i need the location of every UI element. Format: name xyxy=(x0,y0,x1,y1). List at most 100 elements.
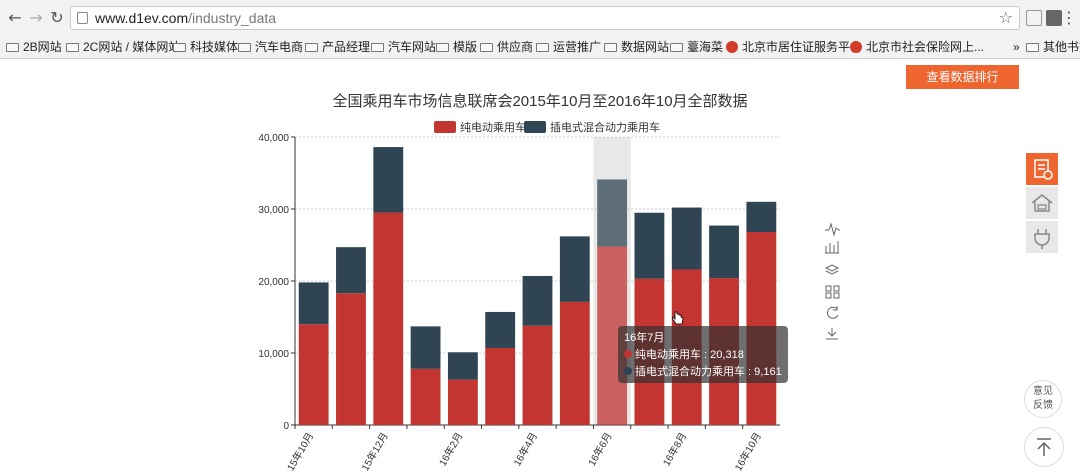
bookmark-label: 运营推广 xyxy=(553,40,602,54)
legend-label-ev[interactable]: 纯电动乘用车 xyxy=(460,120,526,134)
bookmark-item[interactable]: 产品经理 xyxy=(305,39,370,55)
bookmark-label: 北京市社会保险网上... xyxy=(866,40,985,54)
bar-ev xyxy=(373,212,404,425)
tooltip-row-ev: 纯电动乘用车 : 20,318 xyxy=(624,347,782,364)
bookmark-item[interactable]: 科技媒体 xyxy=(173,39,238,55)
x-tick-label: 16年4月 xyxy=(510,430,540,468)
bar-phev xyxy=(522,275,553,326)
folder-icon xyxy=(238,43,251,52)
extension-icon[interactable] xyxy=(1046,10,1062,26)
view-ranking-button[interactable]: 查看数据排行 xyxy=(906,65,1019,89)
bar-ev xyxy=(522,325,553,425)
reload-icon[interactable]: ↻ xyxy=(50,8,64,27)
browser-toolbar: ← → ↻ www.d1ev.com/industry_data ☆ ⋮ xyxy=(0,0,1080,37)
bookmark-item[interactable]: 薹海菜 xyxy=(670,39,723,55)
folder-icon xyxy=(66,43,79,52)
bookmark-item[interactable]: 供应商 xyxy=(480,39,533,55)
legend-label-phev[interactable]: 插电式混合动力乘用车 xyxy=(550,120,660,134)
forward-icon[interactable]: → xyxy=(29,8,43,27)
bar-phev xyxy=(373,147,404,213)
bookmark-label: 北京市居住证服务平台 xyxy=(742,40,863,54)
chart-tooltip: 16年7月 纯电动乘用车 : 20,318 插电式混合动力乘用车 : 9,161 xyxy=(618,326,788,383)
folder-icon xyxy=(305,43,318,52)
home-car-button[interactable] xyxy=(1026,187,1058,219)
back-icon[interactable]: ← xyxy=(8,8,22,27)
tooltip-text: 插电式混合动力乘用车 : 9,161 xyxy=(635,366,782,378)
line-chart-icon[interactable] xyxy=(825,222,841,237)
charger-button[interactable] xyxy=(1026,221,1058,253)
bookmark-item[interactable]: 北京市居住证服务平台 xyxy=(726,39,862,55)
legend-swatch-ev[interactable] xyxy=(434,121,456,133)
chart-title: 全国乘用车市场信息联席会2015年10月至2016年10月全部数据 xyxy=(332,93,748,110)
bar-chart-icon[interactable] xyxy=(825,241,839,254)
bar-phev xyxy=(709,225,739,279)
x-tick-label: 15年10月 xyxy=(284,430,316,473)
bar-phev xyxy=(671,207,702,270)
tooltip-dot xyxy=(624,367,632,375)
bookmark-label: 2B网站 xyxy=(23,40,62,54)
plug-icon xyxy=(1034,229,1050,249)
address-bar[interactable]: www.d1ev.com/industry_data ☆ xyxy=(70,6,1020,30)
tiled-icon[interactable] xyxy=(825,285,840,299)
folder-icon xyxy=(480,43,493,52)
y-tick-label: 40,000 xyxy=(258,133,289,144)
bar-phev xyxy=(634,212,665,279)
bar-ev xyxy=(447,379,478,425)
bookmark-label: 供应商 xyxy=(497,40,534,54)
bar-ev xyxy=(485,347,516,425)
bookmark-label: 其他书签 xyxy=(1043,40,1080,54)
arrow-up-icon xyxy=(1037,438,1051,456)
bar-ev xyxy=(298,324,329,425)
feedback-button[interactable]: 意见 反馈 xyxy=(1024,380,1062,418)
seal-icon xyxy=(850,41,862,53)
tooltip-row-phev: 插电式混合动力乘用车 : 9,161 xyxy=(624,364,782,381)
seal-icon xyxy=(726,41,738,53)
download-icon[interactable] xyxy=(826,328,838,340)
restore-icon[interactable] xyxy=(826,306,839,319)
data-sidebar-button[interactable] xyxy=(1026,153,1058,185)
bar-phev xyxy=(597,179,628,247)
bookmarks-overflow[interactable]: » xyxy=(1013,40,1020,54)
y-tick-label: 0 xyxy=(283,421,289,432)
bookmark-label: 2C网站 / 媒体网站 xyxy=(83,40,181,54)
bar-phev xyxy=(410,326,441,369)
bookmark-item[interactable]: 其他书签 xyxy=(1026,39,1080,55)
bookmark-item[interactable]: 汽车网站 xyxy=(371,39,436,55)
bookmark-item[interactable]: 2B网站 xyxy=(6,39,62,55)
bar-ev xyxy=(559,301,590,425)
legend-swatch-phev[interactable] xyxy=(524,121,546,133)
bookmark-item[interactable]: 数据网站 xyxy=(604,39,669,55)
star-icon[interactable]: ☆ xyxy=(998,8,1013,27)
bar-phev xyxy=(298,282,329,325)
url-text: www.d1ev.com/industry_data xyxy=(95,10,276,26)
bookmark-item[interactable]: 2C网站 / 媒体网站 xyxy=(66,39,180,55)
bookmark-label: 汽车网站 xyxy=(388,40,437,54)
folder-icon xyxy=(536,43,549,52)
y-tick-label: 30,000 xyxy=(258,205,289,216)
back-to-top-button[interactable] xyxy=(1024,427,1064,467)
bookmark-item[interactable]: 北京市社会保险网上... xyxy=(850,39,984,55)
bookmark-label: 模版 xyxy=(453,40,478,54)
url-host: www.d1ev.com xyxy=(95,10,189,26)
menu-icon[interactable]: ⋮ xyxy=(1061,8,1077,27)
pointer-cursor-icon xyxy=(672,311,684,325)
bookmark-item[interactable]: 汽车电商 xyxy=(238,39,303,55)
bookmarks-bar: 2B网站 2C网站 / 媒体网站 科技媒体 汽车电商 产品经理 汽车网站 模版 … xyxy=(0,36,1080,59)
stack-icon[interactable] xyxy=(824,264,840,275)
bookmark-item[interactable]: 运营推广 xyxy=(536,39,601,55)
extension-icon[interactable] xyxy=(1026,10,1042,26)
tooltip-text: 纯电动乘用车 : 20,318 xyxy=(635,349,744,361)
feedback-label: 意见 xyxy=(1033,386,1053,397)
y-tick-label: 10,000 xyxy=(258,349,289,360)
tooltip-title: 16年7月 xyxy=(624,332,665,344)
document-car-icon xyxy=(1034,159,1053,180)
bar-ev xyxy=(410,368,441,425)
x-tick-label: 16年2月 xyxy=(436,430,466,468)
folder-icon xyxy=(173,43,186,52)
folder-icon xyxy=(436,43,449,52)
bar-phev xyxy=(447,352,478,380)
bookmark-label: 薹海菜 xyxy=(687,40,724,54)
folder-icon xyxy=(1026,43,1039,52)
bookmark-item[interactable]: 模版 xyxy=(436,39,477,55)
